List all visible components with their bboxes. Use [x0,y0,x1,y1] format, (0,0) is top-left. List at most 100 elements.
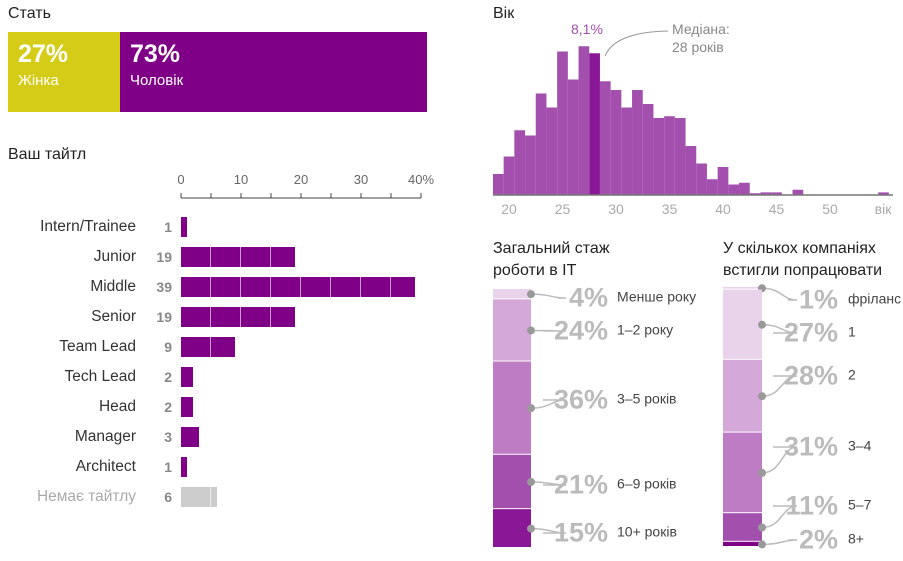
titles-axis-tick: 30 [353,172,369,187]
age-bar [653,118,665,195]
age-axis-tick: 35 [661,201,678,217]
title-label: Head [98,398,136,415]
title-row: Architect 1 [0,452,440,482]
female-pct: 27% [18,40,69,68]
age-bar [706,179,718,195]
age-bar [578,46,590,195]
title-row: Немає тайтлу 6 [0,482,440,512]
title-row: Manager 3 [0,422,440,452]
age-title: Вік [493,5,515,22]
stack-pct: 11% [785,490,838,521]
title-value: 2 [164,399,172,415]
title-row: Team Lead 9 [0,332,440,362]
title-bar [181,337,235,357]
label-leader-line [761,375,798,397]
label-dot [527,404,535,413]
companies-title: У скількох компаніях встигли попрацювати [723,238,882,282]
age-axis-tick: 25 [554,201,571,217]
title-row: Intern/Trainee 1 [0,212,440,242]
label-leader-line [530,481,567,486]
title-bar [181,487,217,507]
title-row: Head 2 [0,392,440,422]
age-bar [503,156,515,195]
median-label-line2: 28 років [672,39,724,55]
title-label: Architect [75,458,136,475]
age-bar [567,79,579,195]
title-label: Manager [74,428,136,445]
stack-pct: 21% [553,469,608,500]
label-dot [758,468,766,477]
stack-segment [493,509,531,547]
age-axis-tick: 50 [822,201,838,217]
stack-pct: 1% [798,284,838,315]
stack-category: 1–2 року [617,321,674,338]
stack-segment [723,541,762,546]
title-value: 2 [164,369,172,385]
title-label: Немає тайтлу [36,488,136,505]
age-bar [664,116,675,195]
label-leader-line [530,329,567,332]
title-label: Middle [90,278,136,295]
age-bar [599,81,611,195]
stack-segment [723,287,762,289]
stack-category: 3–4 [848,437,872,454]
label-leader-line [761,446,798,474]
title-bar [181,247,295,267]
gender-title: Стать [8,5,51,22]
age-axis-tick: 45 [768,201,785,217]
label-leader-line [761,287,798,301]
title-bar [181,427,199,447]
age-bar [792,189,804,195]
age-axis-tick: 40 [715,201,731,217]
age-bar [749,193,761,195]
title-bar [181,397,193,417]
stack-segment [723,432,762,513]
age-bar [685,146,697,195]
companies-title-line1: У скількох компаніях [723,240,876,257]
title-value: 1 [164,219,172,235]
label-dot [527,524,535,533]
age-bar [717,167,729,195]
label-dot [527,326,535,335]
age-bar [535,93,547,195]
titles-axis-tick: 20 [293,172,309,187]
experience-title-line1: Загальний стаж [493,240,610,257]
age-histogram [492,30,893,196]
title-label: Intern/Trainee [40,218,136,235]
title-label: Senior [91,308,136,325]
companies-title-line2: встигли попрацювати [723,262,883,279]
stack-category: 10+ років [617,523,677,540]
stack-segment [493,361,531,454]
title-label: Tech Lead [64,368,136,385]
stack-category: Менше року [617,288,697,305]
experience-title: Загальний стаж роботи в IT [493,238,610,282]
age-bar [696,163,707,195]
age-bar [760,192,772,195]
age-peak-label: 8,1% [571,21,603,37]
label-dot [758,320,766,329]
age-bar [589,53,600,195]
stack-pct: 31% [783,431,838,462]
title-bar [181,457,187,477]
male-label: Чоловік [130,72,184,89]
age-bar [621,107,633,195]
age-bar [514,130,526,195]
label-dot [758,392,766,401]
female-label: Жінка [18,72,59,89]
title-label: Team Lead [59,338,136,355]
age-bar [739,182,750,195]
title-row: Junior 19 [0,242,440,272]
stack-pct: 36% [553,384,608,415]
age-bar [728,184,740,195]
age-bar [557,51,568,195]
stack-pct: 4% [568,282,608,313]
age-bar [642,104,654,195]
gender-male-bar: 73% Чоловік [120,32,427,112]
stack-category: 8+ [848,530,864,547]
label-dot [758,523,766,532]
stack-segment [723,289,762,359]
title-bar [181,217,187,237]
age-bar [632,90,643,195]
titles-axis-tick: 40% [407,172,435,187]
